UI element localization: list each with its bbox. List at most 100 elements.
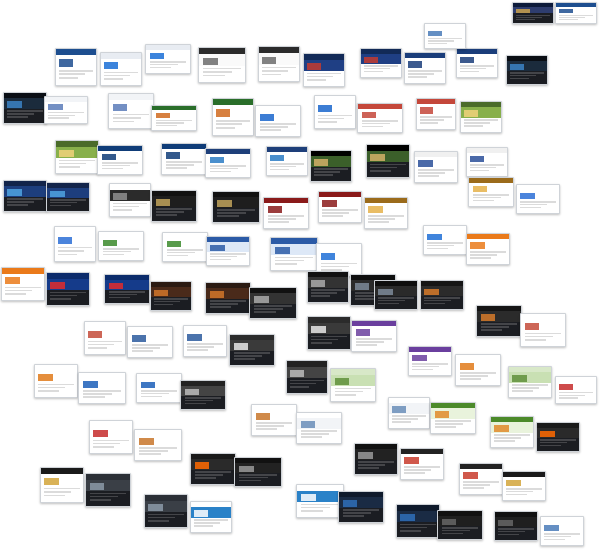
thumbnail-text-line (165, 161, 203, 163)
thumbnail-header (90, 421, 132, 427)
webpage-thumbnail (144, 494, 188, 528)
thumbnail-text-line (420, 119, 445, 121)
thumbnail-text-line (408, 70, 442, 72)
thumbnail-header (206, 149, 250, 155)
webpage-thumbnail (85, 473, 131, 507)
thumbnail-text-line (311, 338, 339, 341)
thumbnail-header (556, 377, 596, 382)
thumbnail-text-line (131, 350, 153, 352)
thumbnail-header (495, 512, 537, 518)
thumbnail-hero-band (405, 58, 445, 69)
thumbnail-header (304, 54, 344, 60)
thumbnail-hero-band (162, 149, 206, 160)
thumbnail-hero-band (491, 422, 533, 433)
thumbnail-text-line (138, 450, 169, 452)
thumbnail-accent-block (216, 200, 233, 207)
thumbnail-hero-band (461, 107, 501, 118)
webpage-thumbnail (1, 267, 45, 301)
thumbnail-hero-band (110, 189, 150, 201)
webpage-thumbnail (310, 150, 352, 182)
thumbnail-hero-band (181, 386, 225, 396)
thumbnail-header (513, 3, 553, 7)
thumbnail-header (271, 238, 317, 244)
thumbnail-text-line (187, 349, 208, 351)
thumbnail-text-line (112, 117, 141, 119)
thumbnail-hero-band (79, 378, 125, 389)
thumbnail-text-line (480, 326, 509, 328)
thumbnail-text-line (300, 430, 338, 432)
thumbnail-accent-block (155, 112, 171, 118)
thumbnail-header (469, 178, 513, 184)
thumbnail-text-line (392, 418, 418, 420)
thumbnail-text-line (520, 201, 556, 203)
thumbnail-text-line (412, 366, 440, 368)
thumbnail-text-line (358, 467, 379, 469)
webpage-thumbnail (286, 360, 328, 394)
thumbnail-hero-band (41, 474, 83, 486)
thumbnail-accent-block (470, 242, 485, 249)
thumbnail-header (365, 198, 407, 204)
thumbnail-text-line (418, 172, 446, 174)
thumbnail-hero-band (86, 479, 130, 491)
thumbnail-header (431, 403, 475, 409)
thumbnail-hero-band (4, 186, 46, 197)
thumbnail-text-line (404, 469, 432, 471)
thumbnail-text-line (88, 346, 108, 349)
thumbnail-hero-band (199, 54, 245, 66)
webpage-thumbnail (205, 148, 251, 178)
webpage-thumbnail (430, 402, 476, 434)
thumbnail-text-line (149, 64, 178, 66)
thumbnail-text-line (512, 390, 533, 392)
thumbnail-text-line (354, 292, 392, 294)
thumbnail-accent-block (108, 282, 124, 289)
thumbnail-text-line (378, 300, 406, 302)
thumbnail-text-line (540, 439, 576, 441)
thumbnail-hero-band (495, 517, 537, 527)
thumbnail-hero-band (311, 156, 351, 167)
webpage-thumbnail (183, 325, 227, 357)
thumbnail-header (421, 281, 463, 287)
thumbnail-hero-band (109, 100, 153, 112)
thumbnail-text-line (412, 368, 433, 371)
thumbnail-accent-block (82, 381, 99, 388)
webpage-thumbnail (98, 231, 144, 261)
thumbnail-accent-block (311, 280, 325, 287)
thumbnail-header (151, 282, 191, 288)
thumbnail-hero-band (213, 197, 259, 208)
thumbnail-text-line (267, 215, 305, 217)
thumbnail-text-line (441, 530, 470, 532)
thumbnail-text-line (512, 387, 540, 389)
thumbnail-hero-band (365, 203, 407, 214)
thumbnail-hero-band (456, 360, 500, 371)
thumbnail-text-line (441, 532, 463, 535)
webpage-thumbnail (476, 305, 522, 337)
thumbnail-hero-band (417, 104, 455, 115)
thumbnail-text-line (194, 474, 223, 476)
webpage-thumbnail (46, 182, 90, 212)
webpage-thumbnail (490, 416, 534, 448)
thumbnail-text-line (464, 119, 498, 121)
webpage-thumbnail (506, 55, 548, 85)
thumbnail-text-line (50, 297, 71, 300)
thumbnail-text-line (38, 386, 66, 389)
thumbnail-hero-band (230, 340, 274, 351)
thumbnail-accent-block (342, 500, 358, 507)
thumbnail-accent-block (267, 206, 283, 213)
thumbnail-text-line (187, 343, 223, 345)
thumbnail-text-line (108, 296, 130, 299)
webpage-thumbnail (84, 321, 126, 355)
thumbnail-text-line (59, 162, 87, 165)
webpage-thumbnail (162, 232, 208, 262)
thumbnail-text-line (516, 16, 542, 18)
thumbnail-text-line (7, 110, 43, 112)
thumbnail-accent-block (463, 472, 478, 479)
thumbnail-header (86, 474, 130, 480)
thumbnail-text-line (460, 65, 494, 67)
thumbnail-header (199, 48, 245, 55)
webpage-thumbnail (54, 226, 96, 262)
thumbnail-accent-block (459, 363, 475, 370)
thumbnail-text-line (408, 73, 434, 75)
thumbnail-text-line (307, 78, 327, 81)
thumbnail-hero-band (267, 152, 307, 162)
thumbnail-text-line (470, 167, 496, 169)
